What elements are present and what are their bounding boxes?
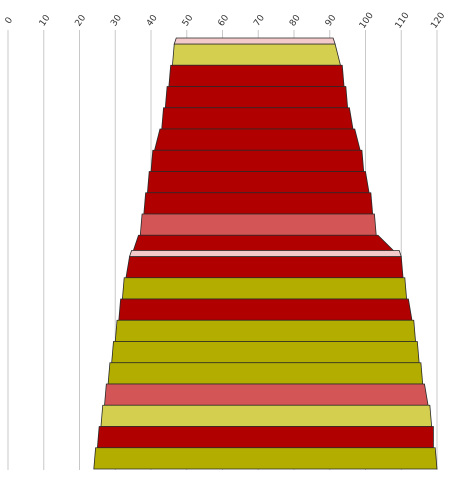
band-top-cap [173,37,336,45]
band [154,128,361,151]
band [143,192,374,215]
band [107,362,424,385]
band [96,426,434,449]
band [93,447,438,470]
x-tick-label: 70 [252,13,267,28]
band [164,86,349,109]
band [172,43,341,66]
x-tick-label: 40 [145,13,160,28]
x-tick-label: 10 [38,13,53,28]
band [118,298,413,321]
band [125,256,404,279]
band [139,213,377,236]
x-tick-label: 60 [216,13,231,28]
band [104,383,429,406]
x-tick-label: 120 [429,11,447,31]
x-tick-label: 110 [394,11,412,31]
x-tick-label: 0 [4,15,16,26]
band [161,107,354,130]
x-tick-label: 90 [324,13,339,28]
band [168,64,345,87]
band [114,319,416,342]
band-top-cap [128,250,402,257]
band [146,171,370,194]
chart-bands [93,37,438,470]
band [121,277,408,300]
x-tick-label: 30 [109,13,124,28]
band [100,404,433,427]
band [150,149,365,172]
x-tick-label: 50 [181,13,196,28]
x-tick-label: 20 [73,13,88,28]
x-tick-labels: 0 10 20 30 40 50 60 70 80 90 100 110 120 [4,11,448,31]
x-tick-label: 100 [358,11,376,31]
band [111,341,420,364]
x-tick-label: 80 [288,13,303,28]
